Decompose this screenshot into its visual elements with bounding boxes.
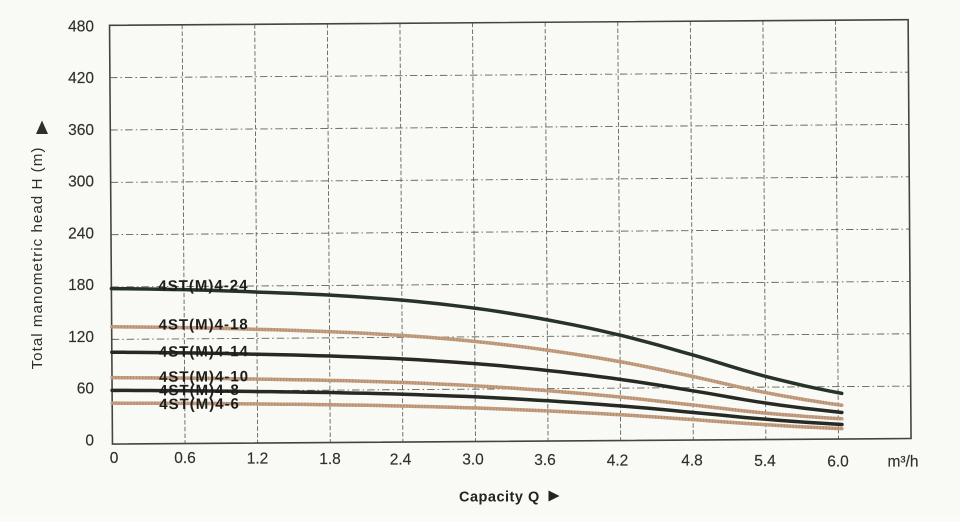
svg-text:4ST(M)4-6: 4ST(M)4-6 (159, 396, 240, 414)
svg-text:4ST(M)4-14: 4ST(M)4-14 (159, 343, 249, 361)
svg-text:3.6: 3.6 (534, 452, 556, 469)
svg-text:180: 180 (68, 277, 94, 294)
svg-text:1.8: 1.8 (319, 451, 341, 468)
svg-text:4ST(M)4-8: 4ST(M)4-8 (159, 382, 240, 400)
svg-text:4ST(M)4-18: 4ST(M)4-18 (159, 316, 249, 334)
svg-text:m³/h: m³/h (888, 453, 919, 470)
svg-text:0: 0 (85, 433, 94, 450)
svg-text:420: 420 (68, 70, 94, 87)
svg-text:2.4: 2.4 (390, 451, 412, 468)
svg-text:6.0: 6.0 (827, 453, 849, 470)
svg-text:0.6: 0.6 (174, 450, 196, 467)
svg-text:4.2: 4.2 (607, 452, 629, 469)
svg-text:5.4: 5.4 (754, 453, 776, 470)
svg-text:0: 0 (110, 450, 119, 467)
svg-text:240: 240 (68, 225, 94, 242)
svg-text:300: 300 (68, 174, 94, 191)
svg-text:1.2: 1.2 (247, 451, 269, 468)
svg-text:4ST(M)4-10: 4ST(M)4-10 (159, 368, 249, 386)
svg-text:60: 60 (77, 381, 95, 398)
svg-text:Total manometric head H (m): Total manometric head H (m) (29, 147, 46, 370)
svg-text:120: 120 (68, 329, 94, 346)
svg-text:480: 480 (68, 18, 94, 35)
svg-text:Capacity Q: Capacity Q (459, 489, 540, 505)
svg-text:360: 360 (68, 122, 94, 139)
svg-text:4ST(M)4-24: 4ST(M)4-24 (158, 277, 248, 295)
svg-text:4.8: 4.8 (681, 453, 703, 470)
svg-text:3.0: 3.0 (462, 452, 484, 469)
